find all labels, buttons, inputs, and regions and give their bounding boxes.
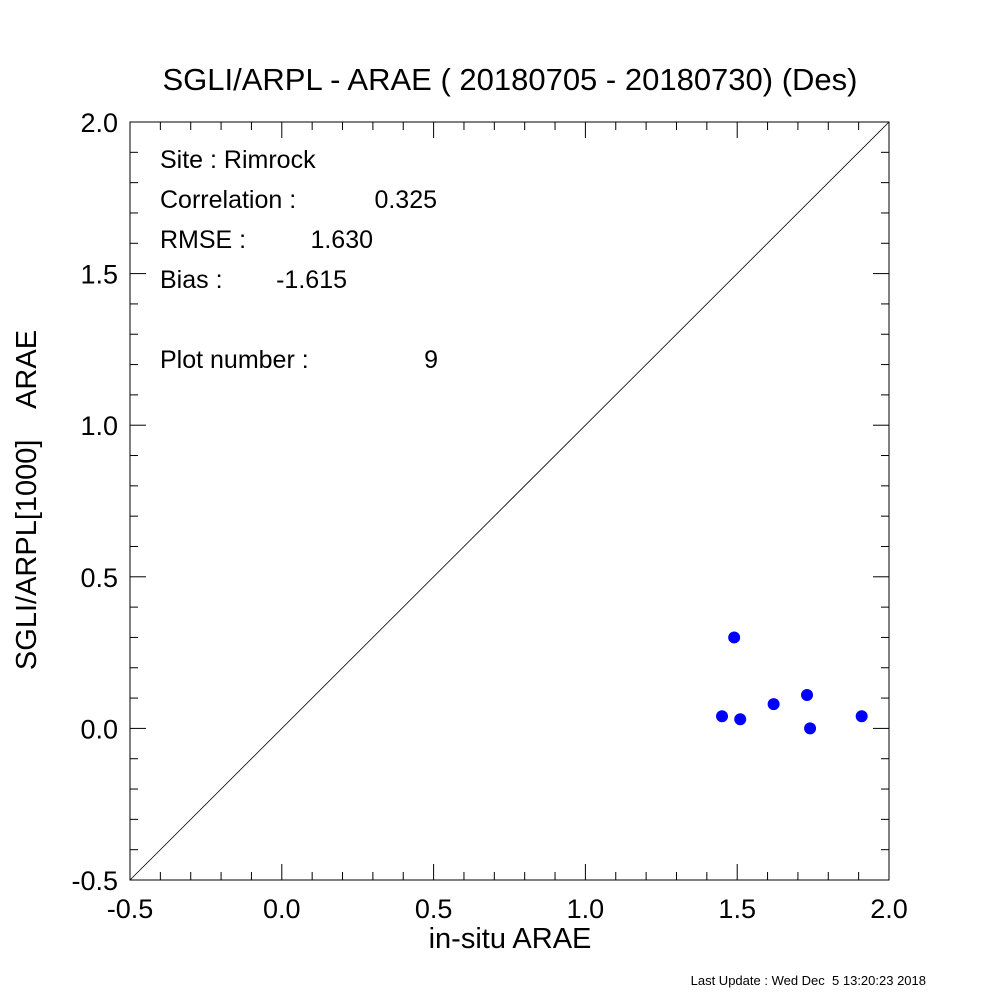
one-to-one-line bbox=[129, 121, 890, 881]
y-tick-label: 1.0 bbox=[80, 411, 118, 441]
correlation-value: 0.325 bbox=[374, 186, 437, 214]
minor-ticks bbox=[130, 122, 889, 880]
data-point bbox=[734, 713, 747, 726]
data-point bbox=[801, 689, 814, 702]
plot-number-value: 9 bbox=[424, 346, 438, 374]
y-axis-label: SGLI/ARPL[1000] ARAE bbox=[11, 330, 43, 670]
data-point bbox=[728, 631, 741, 644]
y-tick-label: 1.5 bbox=[80, 260, 118, 290]
plot-frame bbox=[129, 121, 890, 881]
major-ticks bbox=[129, 121, 890, 881]
bias-value: -1.615 bbox=[276, 266, 347, 294]
y-tick-label: -0.5 bbox=[71, 866, 118, 896]
x-tick-label: -0.5 bbox=[107, 894, 154, 924]
x-tick-label: 0.0 bbox=[263, 894, 301, 924]
bias-label: Bias : bbox=[160, 266, 223, 294]
stats-block: Site : Rimrock Correlation : 0.325 RMSE … bbox=[160, 146, 438, 374]
data-point bbox=[804, 722, 817, 735]
y-tick-label: 0.5 bbox=[80, 563, 118, 593]
y-tick-label: 0.0 bbox=[80, 714, 118, 744]
x-tick-label: 2.0 bbox=[870, 894, 908, 924]
data-point bbox=[767, 698, 780, 711]
y-tick-label: 2.0 bbox=[80, 108, 118, 138]
x-tick-label: 0.5 bbox=[415, 894, 453, 924]
chart-title: SGLI/ARPL - ARAE ( 20180705 - 20180730) … bbox=[162, 62, 857, 97]
x-axis-label: in-situ ARAE bbox=[429, 923, 592, 955]
plot-number-label: Plot number : bbox=[160, 346, 309, 374]
data-point bbox=[855, 710, 868, 723]
x-tick-labels: -0.5 0.0 0.5 1.0 1.5 2.0 bbox=[107, 894, 908, 924]
correlation-label: Correlation : bbox=[160, 186, 296, 214]
rmse-label: RMSE : bbox=[160, 226, 246, 254]
data-point bbox=[716, 710, 729, 723]
x-tick-label: 1.5 bbox=[718, 894, 756, 924]
x-tick-label: 1.0 bbox=[567, 894, 605, 924]
last-update-footer: Last Update : Wed Dec 5 13:20:23 2018 bbox=[691, 973, 926, 988]
y-tick-labels: -0.5 0.0 0.5 1.0 1.5 2.0 bbox=[71, 108, 118, 896]
rmse-value: 1.630 bbox=[310, 226, 373, 254]
data-points bbox=[716, 631, 868, 735]
site-label: Site : Rimrock bbox=[160, 146, 316, 174]
